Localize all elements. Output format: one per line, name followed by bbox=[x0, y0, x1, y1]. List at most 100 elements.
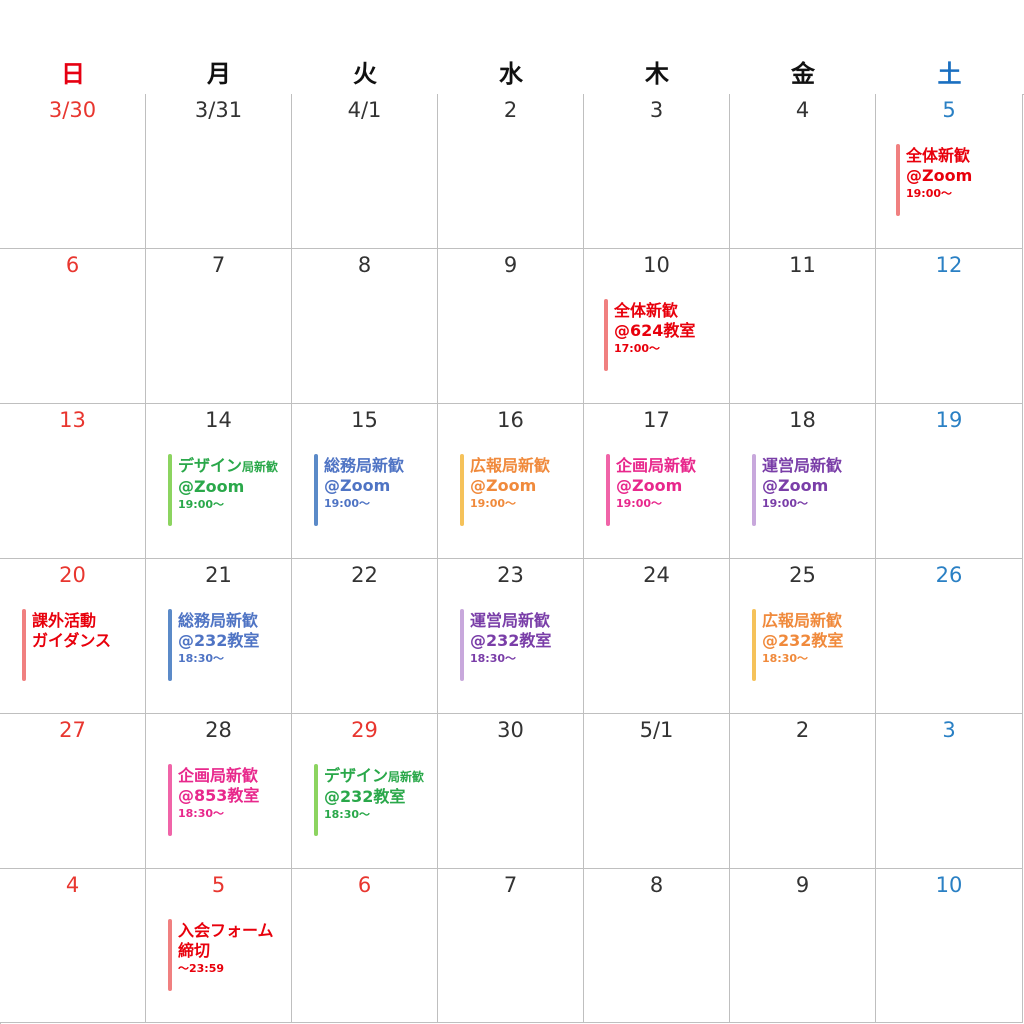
day-cell[interactable]: 14 デザイン局新歓 @Zoom 19:00〜 bbox=[146, 404, 292, 559]
day-cell[interactable]: 23 運営局新歓 @232教室 18:30〜 bbox=[438, 559, 584, 714]
day-number: 7 bbox=[211, 253, 226, 277]
day-cell[interactable]: 13 bbox=[0, 404, 146, 559]
event-title: 課外活動 bbox=[32, 611, 97, 630]
day-number: 8 bbox=[357, 253, 372, 277]
event-title: 全体新歓 bbox=[614, 301, 679, 320]
event-location: @232教室 bbox=[470, 631, 552, 650]
day-cell[interactable]: 22 bbox=[292, 559, 438, 714]
day-cell[interactable]: 3/30 bbox=[0, 94, 146, 249]
day-cell[interactable]: 30 bbox=[438, 714, 584, 869]
event-title: 全体新歓 bbox=[906, 146, 971, 165]
day-cell[interactable]: 3 bbox=[876, 714, 1023, 869]
day-cell[interactable]: 7 bbox=[146, 249, 292, 404]
day-number: 14 bbox=[205, 408, 232, 432]
day-number: 9 bbox=[795, 873, 810, 897]
event-title: 総務局新歓 bbox=[178, 611, 259, 630]
calendar-grid: 3/30 3/31 4/1 2 3 4 5 全体新歓 @Zoom 19:00〜 6 7 8 9 10 全体新歓… bbox=[0, 94, 1024, 1023]
day-cell[interactable]: 29 デザイン局新歓 @232教室 18:30〜 bbox=[292, 714, 438, 869]
weekday-header: 日月火水木金土 bbox=[0, 55, 1024, 95]
day-cell[interactable]: 24 bbox=[584, 559, 730, 714]
day-number: 4 bbox=[795, 98, 810, 122]
event-color-bar bbox=[168, 454, 172, 526]
event-text: 入会フォーム 締切 〜23:59 bbox=[178, 921, 274, 977]
day-cell[interactable]: 3/31 bbox=[146, 94, 292, 249]
day-cell[interactable]: 4 bbox=[730, 94, 876, 249]
day-cell[interactable]: 3 bbox=[584, 94, 730, 249]
event-title: 企画局新歓 bbox=[178, 766, 259, 785]
day-number: 5/1 bbox=[639, 718, 674, 742]
day-cell[interactable]: 20 課外活動 ガイダンス bbox=[0, 559, 146, 714]
day-number: 22 bbox=[351, 563, 378, 587]
day-number: 19 bbox=[935, 408, 963, 432]
day-cell[interactable]: 6 bbox=[292, 869, 438, 1023]
event-time: 19:00〜 bbox=[906, 187, 953, 200]
day-cell[interactable]: 21 総務局新歓 @232教室 18:30〜 bbox=[146, 559, 292, 714]
day-number: 26 bbox=[935, 563, 963, 587]
day-cell[interactable]: 15 総務局新歓 @Zoom 19:00〜 bbox=[292, 404, 438, 559]
day-number: 20 bbox=[59, 563, 86, 587]
event-text: 広報局新歓 @Zoom 19:00〜 bbox=[470, 456, 550, 512]
day-number: 3 bbox=[649, 98, 664, 122]
event-title: 運営局新歓 bbox=[762, 456, 843, 475]
event-location: @232教室 bbox=[324, 787, 406, 806]
event-location: @232教室 bbox=[762, 631, 844, 650]
day-cell[interactable]: 9 bbox=[730, 869, 876, 1023]
event-title: 入会フォーム bbox=[178, 921, 274, 940]
day-cell[interactable]: 6 bbox=[0, 249, 146, 404]
day-number: 21 bbox=[205, 563, 232, 587]
event-time: 18:30〜 bbox=[470, 652, 517, 665]
day-cell[interactable]: 12 bbox=[876, 249, 1023, 404]
event-text: 運営局新歓 @Zoom 19:00〜 bbox=[762, 456, 842, 512]
weekday-header-4: 木 bbox=[645, 60, 669, 88]
day-cell[interactable]: 2 bbox=[730, 714, 876, 869]
day-cell[interactable]: 4 bbox=[0, 869, 146, 1023]
event-color-bar bbox=[606, 454, 610, 526]
day-cell[interactable]: 11 bbox=[730, 249, 876, 404]
day-cell[interactable]: 10 bbox=[876, 869, 1023, 1023]
day-cell[interactable]: 5/1 bbox=[584, 714, 730, 869]
event-location: ガイダンス bbox=[32, 631, 112, 650]
event-time: 19:00〜 bbox=[616, 497, 663, 510]
day-cell[interactable]: 26 bbox=[876, 559, 1023, 714]
day-number: 10 bbox=[935, 873, 963, 897]
day-number: 29 bbox=[351, 718, 378, 742]
event-color-bar bbox=[168, 609, 172, 681]
weekday-header-0: 日 bbox=[61, 60, 85, 88]
event-title: デザイン局新歓 bbox=[324, 766, 425, 785]
event-color-bar bbox=[604, 299, 608, 371]
day-number: 6 bbox=[357, 873, 372, 897]
event-text: 総務局新歓 @Zoom 19:00〜 bbox=[324, 456, 404, 512]
day-cell[interactable]: 27 bbox=[0, 714, 146, 869]
day-cell[interactable]: 18 運営局新歓 @Zoom 19:00〜 bbox=[730, 404, 876, 559]
event-location: @Zoom bbox=[906, 166, 973, 185]
event-color-bar bbox=[168, 919, 172, 991]
day-cell[interactable]: 5 全体新歓 @Zoom 19:00〜 bbox=[876, 94, 1023, 249]
day-cell[interactable]: 5 入会フォーム 締切 〜23:59 bbox=[146, 869, 292, 1023]
day-cell[interactable]: 25 広報局新歓 @232教室 18:30〜 bbox=[730, 559, 876, 714]
day-cell[interactable]: 10 全体新歓 @624教室 17:00〜 bbox=[584, 249, 730, 404]
day-number: 8 bbox=[649, 873, 664, 897]
day-cell[interactable]: 17 企画局新歓 @Zoom 19:00〜 bbox=[584, 404, 730, 559]
day-cell[interactable]: 7 bbox=[438, 869, 584, 1023]
day-number: 5 bbox=[211, 873, 226, 897]
day-number: 17 bbox=[643, 408, 670, 432]
day-number: 2 bbox=[795, 718, 810, 742]
day-cell[interactable]: 9 bbox=[438, 249, 584, 404]
day-cell[interactable]: 8 bbox=[584, 869, 730, 1023]
day-cell[interactable]: 8 bbox=[292, 249, 438, 404]
day-cell[interactable]: 2 bbox=[438, 94, 584, 249]
day-cell[interactable]: 4/1 bbox=[292, 94, 438, 249]
day-cell[interactable]: 28 企画局新歓 @853教室 18:30〜 bbox=[146, 714, 292, 869]
event-time: 17:00〜 bbox=[614, 342, 661, 355]
day-cell[interactable]: 16 広報局新歓 @Zoom 19:00〜 bbox=[438, 404, 584, 559]
day-number: 23 bbox=[497, 563, 524, 587]
event-text: 運営局新歓 @232教室 18:30〜 bbox=[470, 611, 551, 667]
day-cell[interactable]: 19 bbox=[876, 404, 1023, 559]
event-color-bar bbox=[22, 609, 26, 681]
event-time: 18:30〜 bbox=[178, 807, 225, 820]
day-number: 2 bbox=[503, 98, 518, 122]
day-number: 30 bbox=[497, 718, 524, 742]
day-number: 7 bbox=[503, 873, 518, 897]
day-number: 16 bbox=[497, 408, 524, 432]
event-title: 企画局新歓 bbox=[616, 456, 697, 475]
